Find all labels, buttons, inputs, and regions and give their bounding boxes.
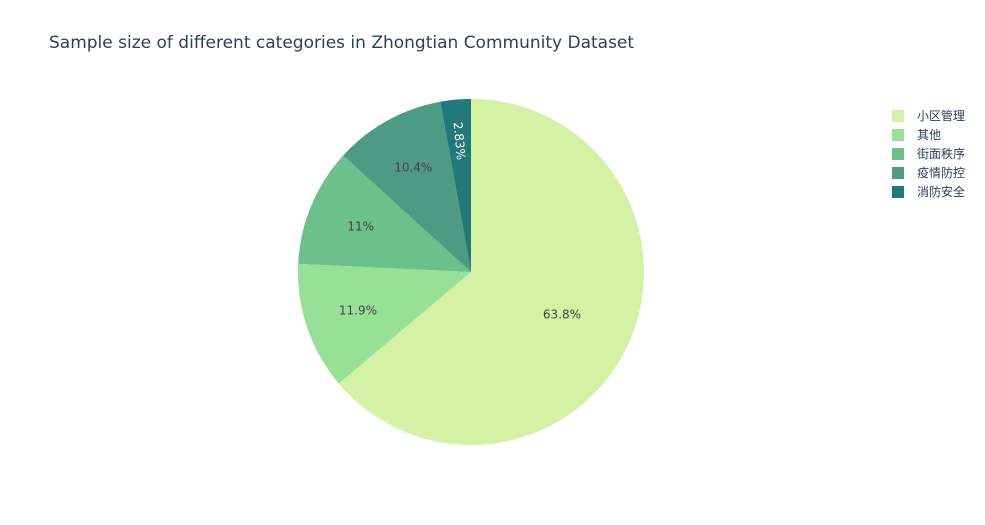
legend-swatch	[892, 166, 904, 179]
legend-label: 街面秩序	[917, 147, 966, 161]
chart-title: Sample size of different categories in Z…	[49, 33, 635, 53]
legend-item[interactable]: 消防安全	[892, 182, 965, 201]
legend-label: 消防安全	[917, 185, 966, 199]
slice-value-label: 11%	[347, 219, 374, 233]
slice-value-label: 2.83%	[451, 121, 468, 160]
legend-swatch	[892, 109, 904, 122]
legend-label: 疫情防控	[917, 166, 966, 180]
legend-label: 其他	[917, 128, 942, 142]
legend: 小区管理其他街面秩序疫情防控消防安全	[892, 106, 965, 201]
legend-swatch	[892, 185, 904, 198]
slice-value-label: 10.4%	[394, 161, 432, 175]
pie-slice[interactable]	[440, 99, 471, 272]
slice-value-label: 63.8%	[543, 307, 581, 321]
legend-item[interactable]: 小区管理	[892, 106, 965, 125]
legend-item[interactable]: 疫情防控	[892, 163, 965, 182]
pie-slice[interactable]	[343, 101, 471, 272]
pie-slice[interactable]	[338, 99, 645, 446]
legend-item[interactable]: 街面秩序	[892, 144, 965, 163]
legend-swatch	[892, 128, 904, 141]
slice-value-label: 11.9%	[339, 303, 377, 317]
legend-item[interactable]: 其他	[892, 125, 965, 144]
pie-slice[interactable]	[298, 155, 471, 272]
pie-slice[interactable]	[298, 263, 471, 384]
legend-label: 小区管理	[917, 109, 966, 123]
legend-swatch	[892, 147, 904, 160]
